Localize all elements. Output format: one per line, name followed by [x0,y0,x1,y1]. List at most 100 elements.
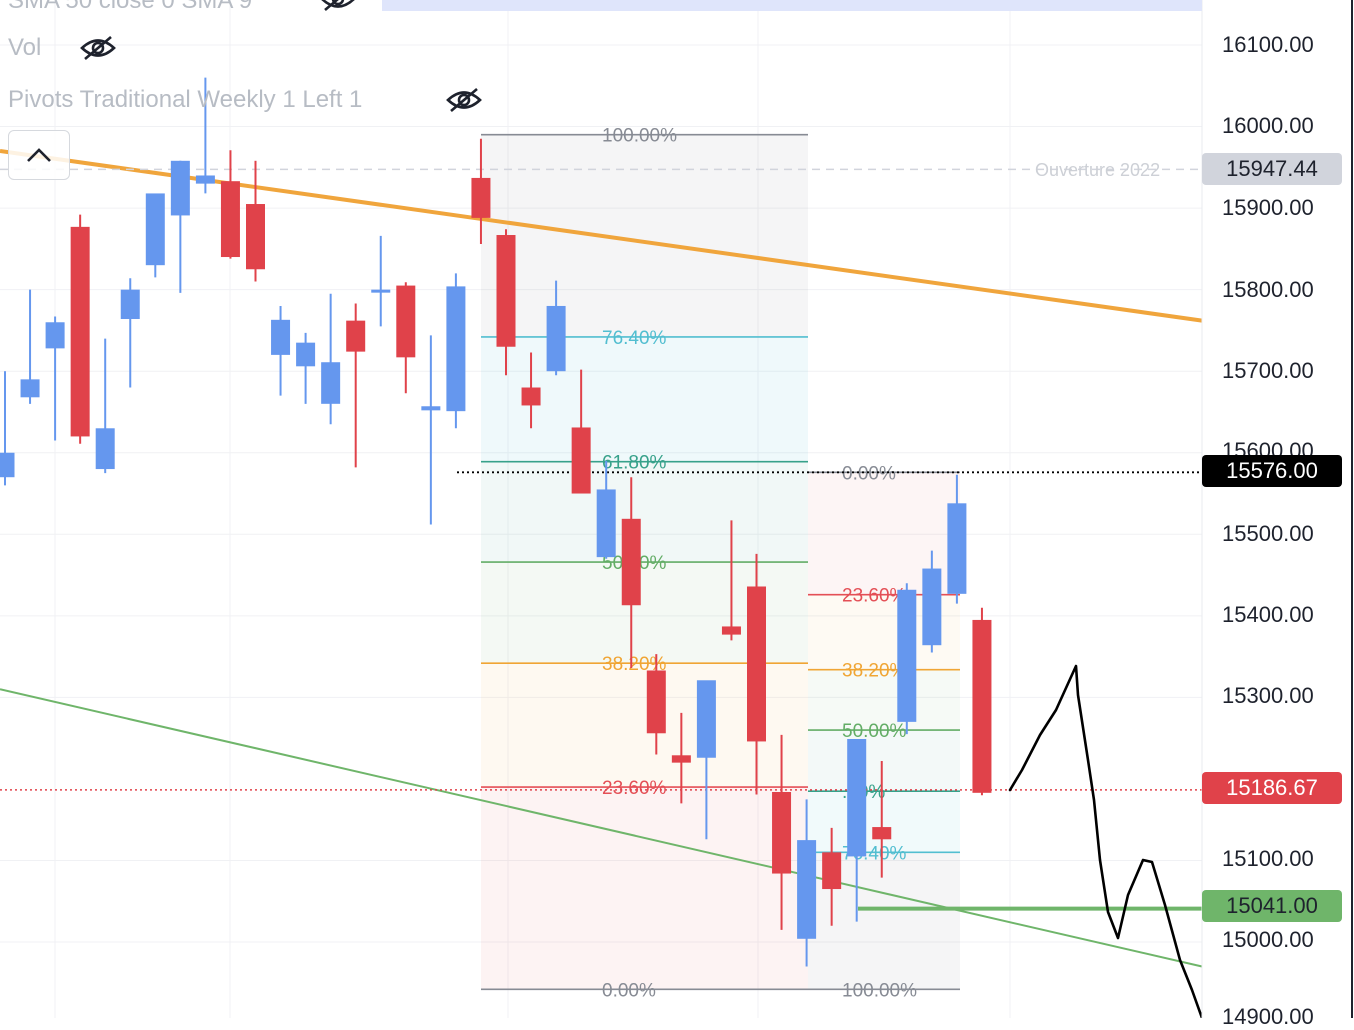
candle [671,712,691,804]
support-price-tag[interactable]: 15041.00 [1202,890,1342,922]
eye-slash-icon[interactable] [320,0,356,12]
candle-body [947,503,967,594]
candle-body [721,626,741,635]
candle-body [872,827,892,840]
candle [246,160,265,282]
candle [145,193,165,278]
candle [872,761,892,878]
candle [496,229,516,376]
candle [296,332,316,404]
fibonacci-retracements[interactable]: 100.00% 76.40% 61.80% 50.00% 38.20% 23.60% 0.0… [481,124,960,1002]
candle [321,293,341,425]
fib-zone [481,461,808,563]
candle-body [346,320,366,352]
price-tick: 16000.00 [1222,113,1314,138]
fib-zone [481,787,808,990]
price-tick: 15300.00 [1222,683,1314,708]
candle [621,477,641,669]
projection-path[interactable] [1008,664,1204,1018]
pivots-legend[interactable]: Pivots Traditional Weekly 1 Left 1 [8,86,362,114]
candle-body [421,406,441,411]
collapse-legend-button[interactable] [8,130,70,180]
fib-level-label: 38.20% [842,661,907,682]
candle [20,289,40,404]
chevron-up-icon [27,148,51,162]
price-tick: 16100.00 [1222,32,1314,57]
sma-legend[interactable]: SMA 50 close 0 SMA 9 [8,0,252,15]
ouverture-price-tag[interactable]: 15947.44 [1202,153,1342,185]
price-tick: 15100.00 [1222,846,1314,871]
candle-body [220,181,240,258]
fib-level-label: 0.00% [602,980,656,1001]
candle-body [246,204,265,270]
candle [471,138,491,244]
candle-body [847,738,867,857]
fib-level-label: 76.40% [602,328,667,349]
candle-body [546,305,566,372]
fib-zone [808,730,960,792]
candle-body [621,518,641,606]
vol-label: Vol [8,34,42,61]
candle [396,282,416,394]
fib-level-label: 23.60% [842,586,907,607]
price-tick: 15000.00 [1222,927,1314,952]
candle [170,160,190,293]
candle-body [646,670,666,734]
candle-body [471,177,491,218]
candle-body [195,175,215,184]
candle-body [772,791,792,874]
eye-slash-icon[interactable] [446,87,482,113]
candle-body [696,680,716,758]
candle-body [822,852,842,890]
candle [0,371,15,486]
candle [972,607,992,796]
candle [646,654,666,755]
price-tick: 14900.00 [1222,1004,1314,1029]
candle-body [972,619,992,793]
candle [521,352,541,429]
vol-legend[interactable]: Vol [8,34,41,62]
fib-level-label: 23.60% [602,778,667,799]
candle-body [70,226,90,437]
candle-body [145,193,165,266]
candle-body [170,160,190,216]
candle [571,369,591,494]
price-tick: 15400.00 [1222,602,1314,627]
candle [897,583,917,735]
candle [847,738,867,922]
level-price-tag[interactable]: 15576.00 [1202,455,1342,487]
candle [421,335,441,525]
candle [822,827,842,926]
candle [195,77,215,194]
candle-body [897,589,917,722]
candle [95,338,115,474]
fib-level-label: 100.00% [602,126,677,147]
candle [747,553,766,795]
fib-level-label: 100.00% [842,980,917,1001]
last-price-tag[interactable]: 15186.67 [1202,772,1342,804]
candle [772,734,792,930]
fib-zone [808,669,960,731]
candle [70,214,90,444]
candle-body [922,568,942,646]
candle [947,474,967,604]
candle [120,278,140,388]
candle [371,235,391,327]
candle-body [371,289,391,293]
eye-slash-icon[interactable] [80,35,116,61]
hand-drawn-projection[interactable] [1008,664,1204,1018]
candle-body [271,319,291,355]
candle [596,460,616,559]
fib-zone [481,134,808,337]
horizontal-levels[interactable] [0,168,1202,911]
candle [546,280,566,376]
candle [45,316,65,441]
candle [271,305,291,396]
candle [797,799,817,967]
candle-body [20,379,40,398]
candle-body [747,586,766,742]
candle [446,273,466,429]
ouverture-label: Ouverture 2022 [1035,160,1161,180]
green-trendline[interactable] [0,688,1203,968]
